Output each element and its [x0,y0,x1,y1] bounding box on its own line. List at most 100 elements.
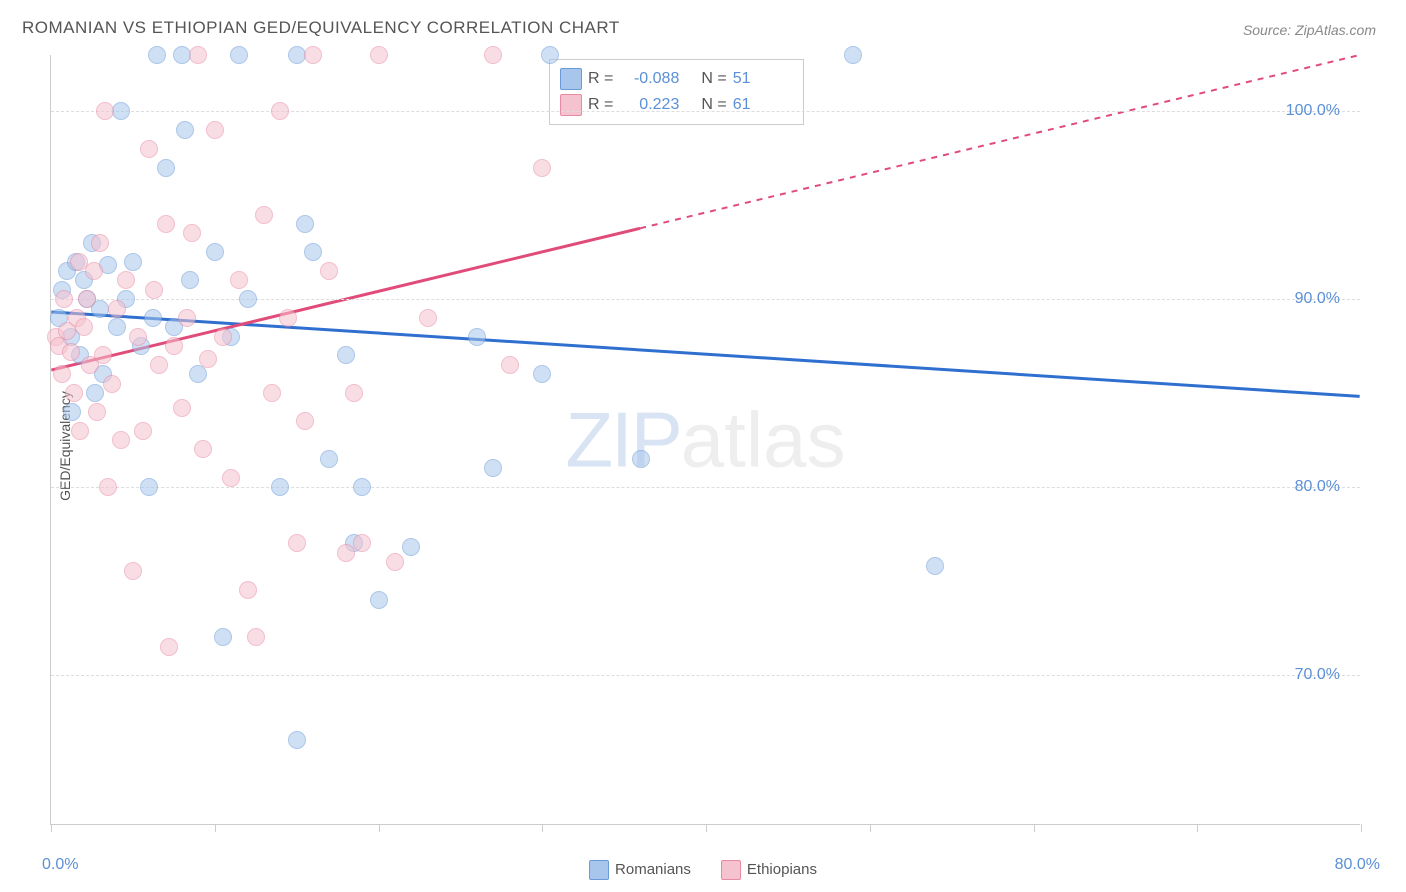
data-point [117,271,135,289]
x-tick-label-max: 80.0% [1335,856,1380,874]
data-point [160,638,178,656]
data-point [468,328,486,346]
legend-swatch [721,860,741,880]
data-point [189,365,207,383]
legend-swatch [560,68,582,90]
data-point [501,356,519,374]
data-point [533,365,551,383]
data-point [386,553,404,571]
data-point [108,318,126,336]
legend-label: Ethiopians [747,861,817,878]
data-point [353,534,371,552]
data-point [222,469,240,487]
data-point [55,290,73,308]
data-point [370,591,388,609]
data-point [148,46,166,64]
data-point [96,102,114,120]
legend-r-label: R = [588,70,613,88]
data-point [214,328,232,346]
legend-r-value: -0.088 [619,70,679,88]
data-point [926,557,944,575]
data-point [320,450,338,468]
legend-swatch [589,860,609,880]
legend-item: Ethiopians [721,860,817,880]
data-point [124,253,142,271]
x-tick-label-min: 0.0% [42,856,78,874]
data-point [176,121,194,139]
data-point [239,581,257,599]
data-point [140,140,158,158]
data-point [271,478,289,496]
data-point [288,46,306,64]
data-point [288,534,306,552]
legend-n-label: N = [701,70,726,88]
data-point [206,121,224,139]
data-point [86,384,104,402]
gridline-h [51,111,1360,112]
legend-item: Romanians [589,860,691,880]
data-point [370,46,388,64]
data-point [214,628,232,646]
data-point [296,412,314,430]
data-point [199,350,217,368]
x-tick [51,824,52,832]
data-point [88,403,106,421]
data-point [304,46,322,64]
data-point [103,375,121,393]
data-point [239,290,257,308]
data-point [247,628,265,646]
gridline-h [51,675,1360,676]
legend-label: Romanians [615,861,691,878]
x-tick [542,824,543,832]
legend-row: R =0.223N =61 [560,92,793,118]
data-point [345,384,363,402]
data-point [178,309,196,327]
data-point [65,384,83,402]
source-label: Source: ZipAtlas.com [1243,22,1376,38]
data-point [91,234,109,252]
data-point [296,215,314,233]
chart-title: ROMANIAN VS ETHIOPIAN GED/EQUIVALENCY CO… [22,18,620,38]
data-point [337,544,355,562]
legend-row: R =-0.088N =51 [560,66,793,92]
data-point [173,46,191,64]
data-point [402,538,420,556]
data-point [78,290,96,308]
data-point [112,102,130,120]
x-tick [706,824,707,832]
x-tick [1197,824,1198,832]
data-point [484,46,502,64]
data-point [124,562,142,580]
data-point [63,403,81,421]
y-tick-label: 90.0% [1295,290,1340,308]
data-point [844,46,862,64]
data-point [337,346,355,364]
data-point [53,365,71,383]
x-tick [870,824,871,832]
plot-area: ZIPatlas R =-0.088N =51R =0.223N =61 70.… [50,55,1360,825]
data-point [181,271,199,289]
x-tick [1034,824,1035,832]
data-point [288,731,306,749]
data-point [75,318,93,336]
data-point [632,450,650,468]
data-point [99,478,117,496]
watermark-zip: ZIP [565,395,680,483]
series-legend: Romanians Ethiopians [589,860,817,880]
x-tick [215,824,216,832]
data-point [353,478,371,496]
x-tick [379,824,380,832]
correlation-legend: R =-0.088N =51R =0.223N =61 [549,59,804,125]
data-point [189,46,207,64]
data-point [145,281,163,299]
y-tick-label: 100.0% [1286,102,1340,120]
x-tick [1361,824,1362,832]
data-point [108,300,126,318]
legend-swatch [560,94,582,116]
data-point [279,309,297,327]
trend-lines-svg [51,55,1360,824]
chart-container: ROMANIAN VS ETHIOPIAN GED/EQUIVALENCY CO… [0,0,1406,892]
data-point [62,343,80,361]
data-point [157,215,175,233]
data-point [157,159,175,177]
